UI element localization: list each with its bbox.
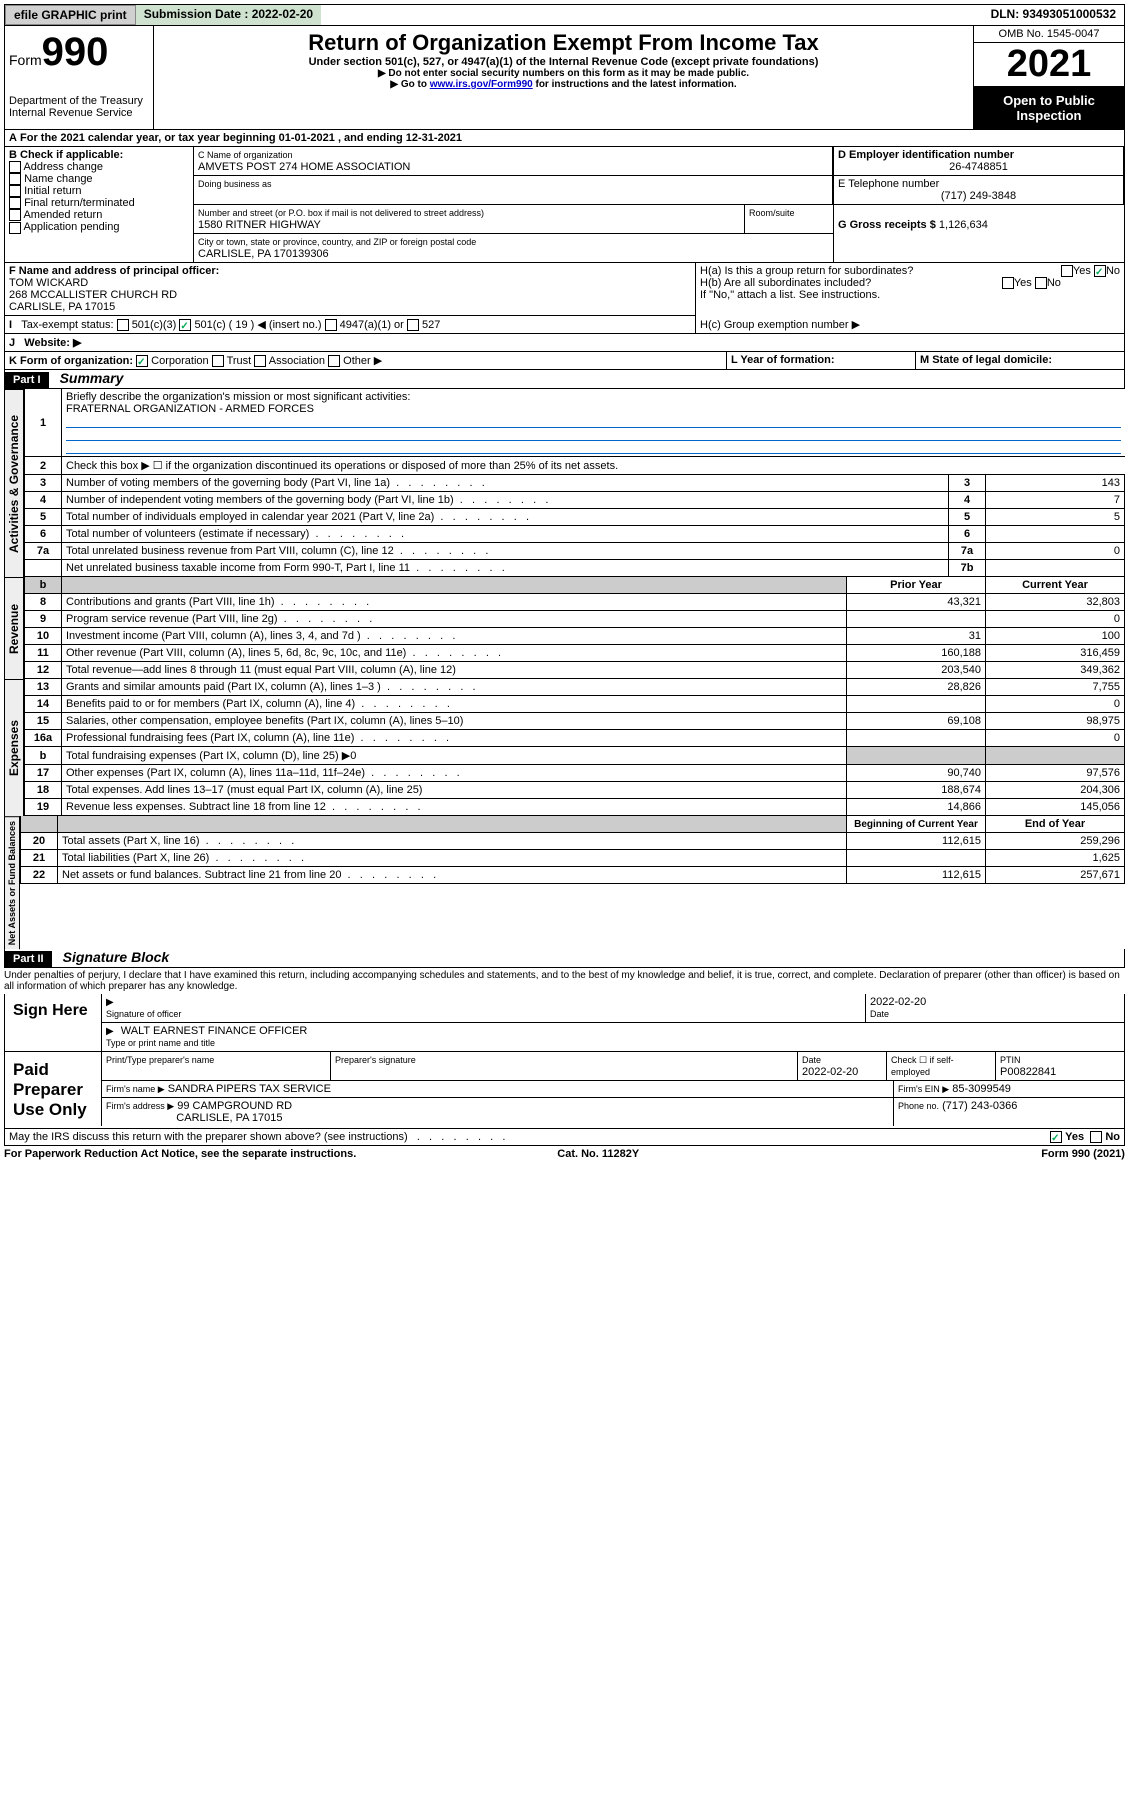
application-pending-checkbox[interactable] [9, 222, 21, 234]
line7b-val [986, 560, 1125, 577]
declaration-text: Under penalties of perjury, I declare th… [4, 968, 1125, 994]
assoc-checkbox[interactable] [254, 355, 266, 367]
initial-return-checkbox[interactable] [9, 185, 21, 197]
officer-name: TOM WICKARD [9, 277, 88, 289]
line4-val: 7 [986, 492, 1125, 509]
officer-addr2: CARLISLE, PA 17015 [9, 301, 115, 313]
telephone: (717) 249-3848 [838, 190, 1119, 202]
ptin: P00822841 [1000, 1066, 1056, 1078]
4947-checkbox[interactable] [325, 319, 337, 331]
firm-phone: (717) 243-0366 [942, 1100, 1017, 1112]
part2-title: Signature Block [55, 949, 170, 965]
subtitle-3: ▶ Go to www.irs.gov/Form990 for instruct… [158, 79, 969, 90]
name-change-checkbox[interactable] [9, 173, 21, 185]
part1-header: Part I [5, 372, 49, 388]
other-checkbox[interactable] [328, 355, 340, 367]
line6-val [986, 526, 1125, 543]
mission-text: FRATERNAL ORGANIZATION - ARMED FORCES [66, 403, 314, 415]
irs-link[interactable]: www.irs.gov/Form990 [430, 79, 533, 90]
form-label: Form [9, 52, 42, 68]
street-address: 1580 RITNER HIGHWAY [198, 219, 321, 231]
firm-name: SANDRA PIPERS TAX SERVICE [168, 1083, 331, 1095]
subtitle-1: Under section 501(c), 527, or 4947(a)(1)… [158, 56, 969, 68]
trust-checkbox[interactable] [212, 355, 224, 367]
officer-addr1: 268 MCCALLISTER CHURCH RD [9, 289, 177, 301]
omb-number: OMB No. 1545-0047 [974, 26, 1124, 43]
submission-date: Submission Date : 2022-02-20 [136, 5, 321, 25]
gross-receipts: 1,126,634 [939, 219, 988, 231]
form-title: Return of Organization Exempt From Incom… [158, 30, 969, 56]
may-irs-no-checkbox[interactable] [1090, 1131, 1102, 1143]
501c-checkbox[interactable] [179, 319, 191, 331]
paid-preparer-label: Paid Preparer Use Only [5, 1052, 101, 1128]
pra-notice: For Paperwork Reduction Act Notice, see … [4, 1148, 356, 1160]
dln: DLN: 93493051000532 [983, 5, 1124, 25]
amended-return-checkbox[interactable] [9, 209, 21, 221]
dept-treasury: Department of the Treasury [9, 95, 149, 107]
tax-year: 2021 [974, 43, 1124, 87]
firm-addr: 99 CAMPGROUND RD [177, 1100, 292, 1112]
ha-yes-checkbox[interactable] [1061, 265, 1073, 277]
line5-val: 5 [986, 509, 1125, 526]
501c3-checkbox[interactable] [117, 319, 129, 331]
tab-activities-governance: Activities & Governance [4, 389, 24, 577]
public-inspection: Open to Public Inspection [974, 87, 1124, 129]
ein: 26-4748851 [838, 161, 1119, 173]
firm-ein: 85-3099549 [952, 1083, 1011, 1095]
tab-revenue: Revenue [4, 577, 24, 679]
may-irs-yes-checkbox[interactable] [1050, 1131, 1062, 1143]
form-header: Form990 Department of the Treasury Inter… [4, 26, 1125, 130]
org-name: AMVETS POST 274 HOME ASSOCIATION [198, 161, 410, 173]
officer-signature-name: WALT EARNEST FINANCE OFFICER [121, 1025, 308, 1037]
part1-title: Summary [52, 370, 124, 386]
part2-header: Part II [5, 951, 52, 967]
sig-date: 2022-02-20 [870, 996, 926, 1008]
hb-no-checkbox[interactable] [1035, 277, 1047, 289]
irs-label: Internal Revenue Service [9, 107, 149, 119]
tab-net-assets: Net Assets or Fund Balances [4, 816, 20, 949]
ha-no-checkbox[interactable] [1094, 265, 1106, 277]
form-number: 990 [42, 30, 109, 74]
hc-group-exemption: H(c) Group exemption number ▶ [696, 316, 1124, 334]
city-state-zip: CARLISLE, PA 170139306 [198, 248, 329, 260]
527-checkbox[interactable] [407, 319, 419, 331]
hb-yes-checkbox[interactable] [1002, 277, 1014, 289]
tax-year-line: A For the 2021 calendar year, or tax yea… [5, 130, 1124, 147]
subtitle-2: ▶ Do not enter social security numbers o… [158, 68, 969, 79]
section-b-checkboxes: B Check if applicable: Address change Na… [5, 147, 194, 262]
corp-checkbox[interactable] [136, 355, 148, 367]
top-bar: efile GRAPHIC print Submission Date : 20… [4, 4, 1125, 26]
efile-print-button[interactable]: efile GRAPHIC print [5, 5, 136, 25]
form-footer: Form 990 (2021) [1041, 1148, 1125, 1160]
line7a-val: 0 [986, 543, 1125, 560]
cat-no: Cat. No. 11282Y [557, 1148, 639, 1160]
address-change-checkbox[interactable] [9, 161, 21, 173]
final-return-checkbox[interactable] [9, 197, 21, 209]
line3-val: 143 [986, 475, 1125, 492]
sign-here-label: Sign Here [5, 994, 101, 1051]
tab-expenses: Expenses [4, 679, 24, 816]
